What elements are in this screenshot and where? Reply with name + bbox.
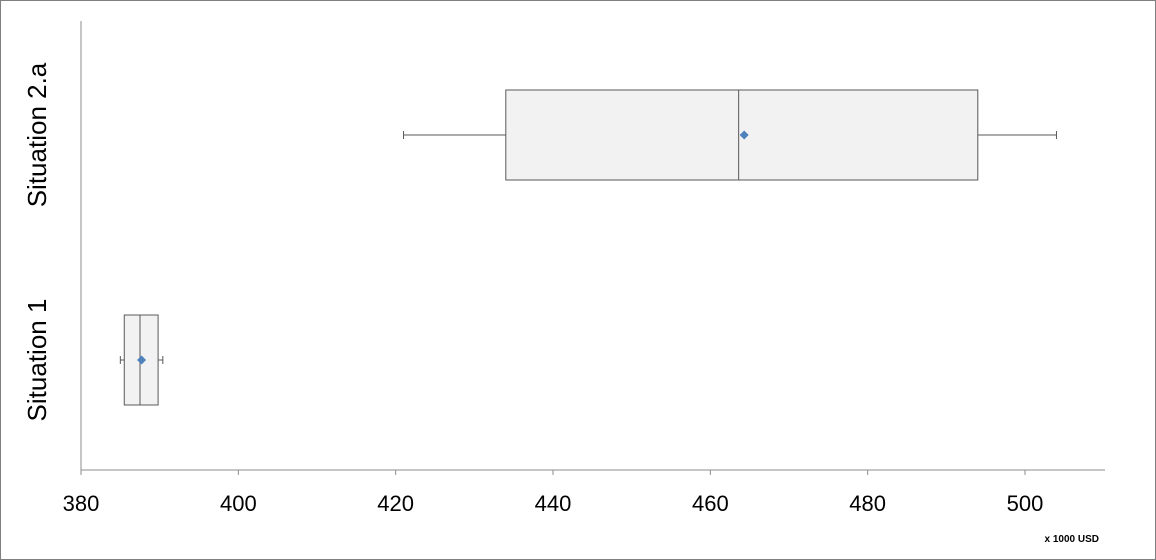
mean-marker xyxy=(137,355,147,365)
category-label: Situation 2.a xyxy=(22,62,52,207)
x-ticks: 380 400 420 440 460 480 500 xyxy=(63,470,1044,516)
x-tick-label: 480 xyxy=(849,491,886,516)
x-axis-unit-label: x 1000 USD xyxy=(1045,534,1099,545)
axes xyxy=(80,21,1105,471)
x-tick-label: 500 xyxy=(1007,491,1044,516)
boxes xyxy=(119,89,1057,406)
x-tick-label: 440 xyxy=(535,491,572,516)
category-labels: Situation 2.a Situation 1 xyxy=(22,62,52,421)
box-situation-1 xyxy=(119,314,164,406)
mean-marker xyxy=(739,130,749,140)
category-label: Situation 1 xyxy=(22,299,52,422)
x-tick-label: 460 xyxy=(692,491,729,516)
x-tick-label: 420 xyxy=(377,491,414,516)
box-situation-2a xyxy=(403,89,1057,181)
x-tick-label: 380 xyxy=(63,491,100,516)
x-tick-label: 400 xyxy=(220,491,257,516)
